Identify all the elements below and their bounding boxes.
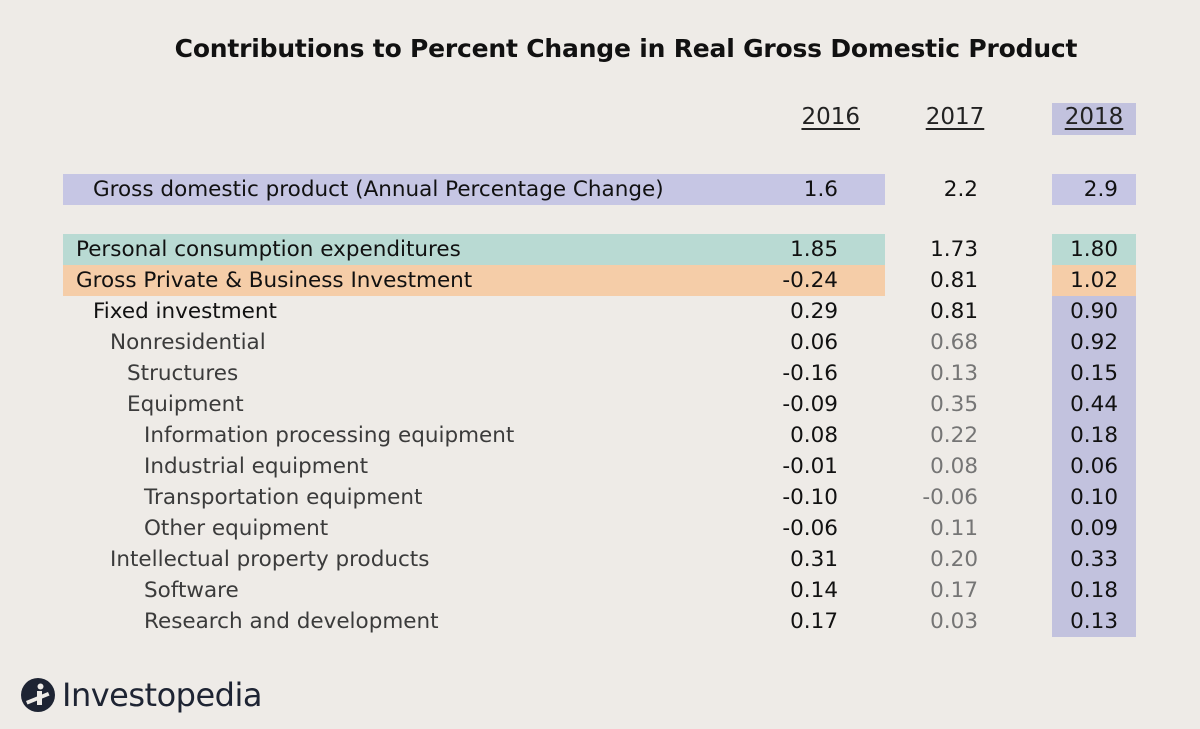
table-row: Software 0.14 0.17 0.18: [0, 575, 1200, 606]
table-row: Industrial equipment -0.01 0.08 0.06: [0, 451, 1200, 482]
chart-title: Contributions to Percent Change in Real …: [174, 34, 1078, 63]
cell-2017: 0.81: [930, 299, 978, 324]
investopedia-logo: Investopedia: [20, 675, 262, 715]
row-label: Personal consumption expenditures: [76, 237, 461, 262]
cell-2016: -0.09: [782, 392, 838, 417]
cell-2017: 0.03: [930, 609, 978, 634]
row-highlight-band: [63, 265, 885, 296]
row-label: Fixed investment: [93, 299, 277, 324]
cell-2018: 0.10: [1052, 482, 1136, 513]
column-header-2017: 2017: [925, 104, 985, 130]
cell-2017: 1.73: [930, 237, 978, 262]
cell-2017: 0.68: [930, 330, 978, 355]
table-row: Gross Private & Business Investment -0.24…: [0, 265, 1200, 296]
table-row: Equipment -0.09 0.35 0.44: [0, 389, 1200, 420]
cell-2017: 0.13: [930, 361, 978, 386]
cell-2016: -0.06: [782, 516, 838, 541]
cell-2018: 0.33: [1052, 544, 1136, 575]
row-highlight-band: [63, 174, 885, 205]
cell-2017: 0.35: [930, 392, 978, 417]
cell-2017: 0.08: [930, 454, 978, 479]
cell-2016: -0.10: [782, 485, 838, 510]
cell-2016: -0.24: [782, 268, 838, 293]
row-label: Transportation equipment: [144, 485, 423, 510]
cell-2018: 0.18: [1052, 420, 1136, 451]
investopedia-logo-text: Investopedia: [62, 676, 262, 714]
row-label: Nonresidential: [110, 330, 266, 355]
table-row: Structures -0.16 0.13 0.15: [0, 358, 1200, 389]
cell-2017: 2.2: [943, 177, 978, 202]
row-label: Gross Private & Business Investment: [76, 268, 473, 293]
row-label: Industrial equipment: [144, 454, 369, 479]
cell-2016: 0.17: [790, 609, 838, 634]
cell-2018: 0.44: [1052, 389, 1136, 420]
table-row: Nonresidential 0.06 0.68 0.92: [0, 327, 1200, 358]
row-label: Software: [144, 578, 239, 603]
row-label: Structures: [127, 361, 239, 386]
column-header-2018: 2018: [1052, 103, 1136, 135]
cell-2017: 0.81: [930, 268, 978, 293]
row-highlight-band: [63, 234, 885, 265]
cell-2018: 0.90: [1052, 296, 1136, 327]
table-row: Research and development 0.17 0.03 0.13: [0, 606, 1200, 637]
cell-2018: 2.9: [1052, 174, 1136, 205]
cell-2017: 0.22: [930, 423, 978, 448]
table-row: Personal consumption expenditures 1.85 1.7…: [0, 234, 1200, 265]
cell-2016: 0.31: [790, 547, 838, 572]
cell-2017: 0.17: [930, 578, 978, 603]
row-label: Intellectual property products: [110, 547, 430, 572]
row-label: Other equipment: [144, 516, 329, 541]
column-header-2016: 2016: [801, 104, 860, 130]
cell-2017: 0.20: [930, 547, 978, 572]
cell-2018: 0.18: [1052, 575, 1136, 606]
cell-2018: 0.09: [1052, 513, 1136, 544]
cell-2016: 1.6: [803, 177, 838, 202]
row-label: Information processing equipment: [144, 423, 515, 448]
row-label: Research and development: [144, 609, 439, 634]
cell-2016: 1.85: [790, 237, 838, 262]
cell-2018: 1.80: [1052, 234, 1136, 265]
cell-2018: 0.92: [1052, 327, 1136, 358]
table-row: Intellectual property products 0.31 0.20 0.…: [0, 544, 1200, 575]
cell-2018: 0.06: [1052, 451, 1136, 482]
cell-2016: 0.14: [790, 578, 838, 603]
row-label: Equipment: [127, 392, 244, 417]
cell-2016: -0.16: [782, 361, 838, 386]
table-row: Information processing equipment 0.08 0.22…: [0, 420, 1200, 451]
investopedia-logo-icon: [21, 678, 55, 712]
row-label: Gross domestic product (Annual Percentag…: [93, 177, 664, 202]
cell-2016: 0.29: [790, 299, 838, 324]
cell-2018: 1.02: [1052, 265, 1136, 296]
cell-2018: 0.15: [1052, 358, 1136, 389]
cell-2016: 0.08: [790, 423, 838, 448]
cell-2016: 0.06: [790, 330, 838, 355]
cell-2018: 0.13: [1052, 606, 1136, 637]
table-row: Fixed investment 0.29 0.81 0.90: [0, 296, 1200, 327]
table-row: Gross domestic product (Annual Percentag…: [0, 174, 1200, 205]
cell-2017: -0.06: [922, 485, 978, 510]
table-row: Other equipment -0.06 0.11 0.09: [0, 513, 1200, 544]
cell-2016: -0.01: [782, 454, 838, 479]
cell-2017: 0.11: [930, 516, 978, 541]
table-row: Transportation equipment -0.10 -0.06 0.10: [0, 482, 1200, 513]
